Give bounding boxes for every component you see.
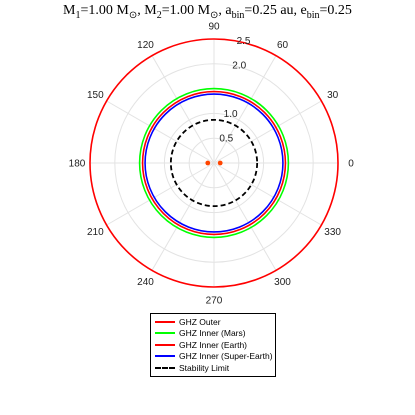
legend-item: GHZ Inner (Super-Earth): [155, 351, 273, 363]
legend-swatch: [155, 332, 175, 335]
angular-tick-label: 90: [208, 22, 220, 33]
radial-tick-label: 2.0: [232, 60, 246, 71]
star-marker: [205, 160, 211, 166]
legend-item: GHZ Inner (Earth): [155, 339, 271, 351]
angular-tick-label: 120: [137, 40, 154, 51]
legend-label: GHZ Inner (Earth): [179, 339, 248, 350]
angular-tick-label: 300: [274, 277, 291, 288]
angular-tick-label: 150: [87, 90, 104, 101]
legend-label: GHZ Outer: [179, 316, 221, 327]
angular-grid-line: [213, 162, 322, 226]
legend: GHZ Outer GHZ Inner (Mars) GHZ Inner (Eart…: [150, 313, 276, 377]
angular-grid-line: [106, 162, 215, 226]
radial-tick-label: 1.0: [224, 109, 238, 120]
angular-grid-line: [213, 162, 277, 271]
radial-tick-label: 2.5: [237, 36, 251, 47]
star-marker: [217, 160, 223, 166]
series-ghz-inner-mars: [138, 87, 290, 239]
angular-tick-label: 60: [277, 40, 289, 51]
angular-grid-line: [106, 100, 215, 164]
legend-swatch: [155, 343, 175, 346]
angular-tick-label: 180: [69, 159, 86, 170]
legend-item: GHZ Outer: [155, 316, 271, 328]
angular-grid-line: [213, 100, 322, 164]
radial-tick-label: 0.5: [219, 134, 233, 145]
legend-swatch: [155, 355, 175, 358]
chart-title: M1=1.00 M⊙, M2=1.00 M⊙, abin=0.25 au, eb…: [63, 3, 352, 21]
angular-grid-line: [213, 55, 277, 164]
angular-tick-label: 240: [137, 277, 154, 288]
legend-label: Stability Limit: [179, 362, 230, 373]
angular-tick-label: 270: [206, 296, 223, 307]
series-ghz-inner-earth: [141, 90, 287, 236]
legend-label: GHZ Inner (Super-Earth): [179, 351, 273, 362]
legend-label: GHZ Inner (Mars): [179, 328, 246, 339]
angular-tick-label: 330: [324, 227, 341, 238]
series-ghz-inner-super-earth: [144, 93, 284, 233]
series-ghz-outer: [89, 38, 339, 288]
angular-grid-line: [151, 55, 215, 164]
angular-tick-label: 210: [87, 227, 104, 238]
angular-tick-label: 30: [327, 90, 339, 101]
legend-swatch: [155, 366, 175, 369]
legend-item: GHZ Inner (Mars): [155, 328, 271, 340]
legend-item: Stability Limit: [155, 362, 271, 374]
angular-tick-label: 0: [348, 159, 354, 170]
angular-grid-line: [151, 162, 215, 271]
legend-swatch: [155, 320, 175, 323]
series-stability-limit: [169, 118, 259, 208]
